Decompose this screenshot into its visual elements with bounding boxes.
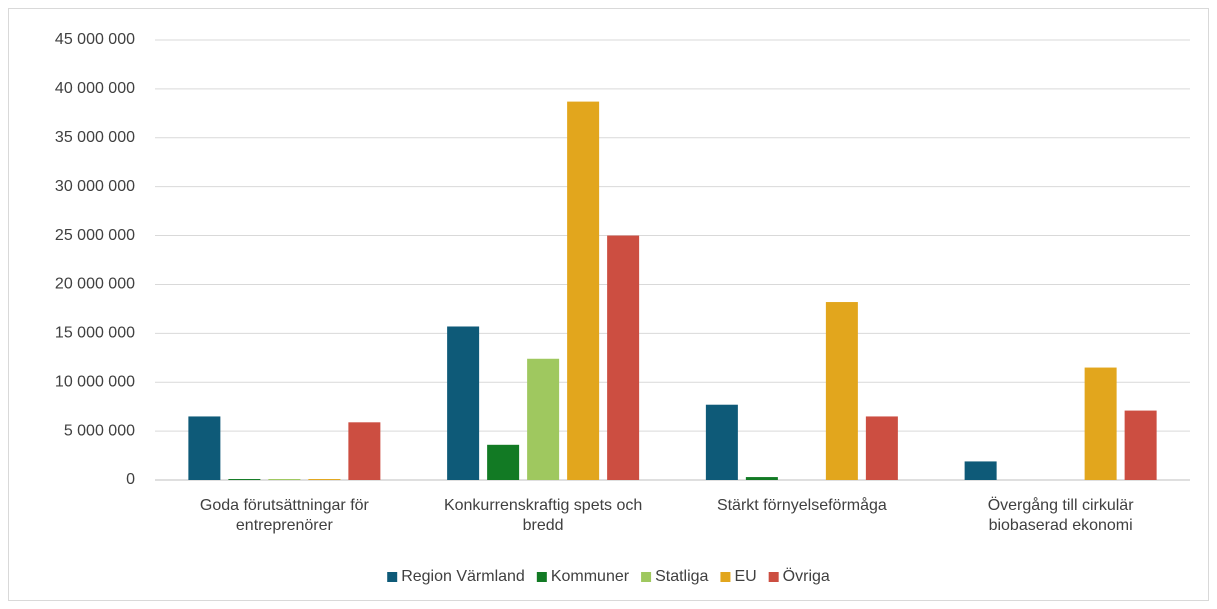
bar [567, 101, 600, 480]
legend-swatch [641, 572, 652, 582]
bar [607, 235, 640, 480]
x-tick-label: Stärkt förnyelseförmåga [716, 497, 887, 514]
y-tick-label: 35 000 000 [55, 129, 135, 146]
bar [705, 404, 738, 480]
legend-swatch [387, 572, 398, 582]
x-tick-label: Konkurrenskraftig spets och bredd [443, 497, 643, 534]
bar [865, 416, 898, 480]
bar [487, 444, 520, 480]
y-tick-label: 10 000 000 [55, 373, 135, 390]
legend-label: Statliga [655, 568, 708, 585]
y-tick-label: 25 000 000 [55, 227, 135, 244]
bar [964, 461, 997, 480]
y-tick-label: 0 [126, 471, 135, 488]
y-tick-label: 5 000 000 [64, 422, 135, 439]
y-tick-label: 45 000 000 [55, 31, 135, 48]
bar [447, 326, 480, 480]
legend-label: Kommuner [551, 568, 630, 585]
x-tick-label: Övergång till cirkulär biobaserad ekonom… [987, 497, 1134, 534]
legend-swatch [536, 572, 547, 582]
bar [188, 416, 221, 480]
legend-swatch [768, 572, 779, 582]
legend-swatch [720, 572, 731, 582]
y-tick-label: 20 000 000 [55, 276, 135, 293]
bar [745, 477, 778, 480]
legend-label: Region Värmland [401, 568, 525, 585]
bar [228, 479, 261, 480]
chart-border [8, 8, 1209, 601]
y-tick-label: 40 000 000 [55, 80, 135, 97]
y-tick-label: 30 000 000 [55, 178, 135, 195]
y-tick-label: 15 000 000 [55, 325, 135, 342]
bar [268, 479, 301, 480]
legend-label: Övriga [783, 567, 830, 585]
legend-label: EU [734, 568, 756, 585]
bar [1124, 410, 1157, 480]
bar [527, 358, 560, 480]
bar [825, 302, 858, 480]
x-tick-label: Goda förutsättningar för entreprenörer [199, 497, 369, 534]
bar [308, 479, 341, 480]
bar [1084, 367, 1117, 480]
bar [348, 422, 381, 480]
